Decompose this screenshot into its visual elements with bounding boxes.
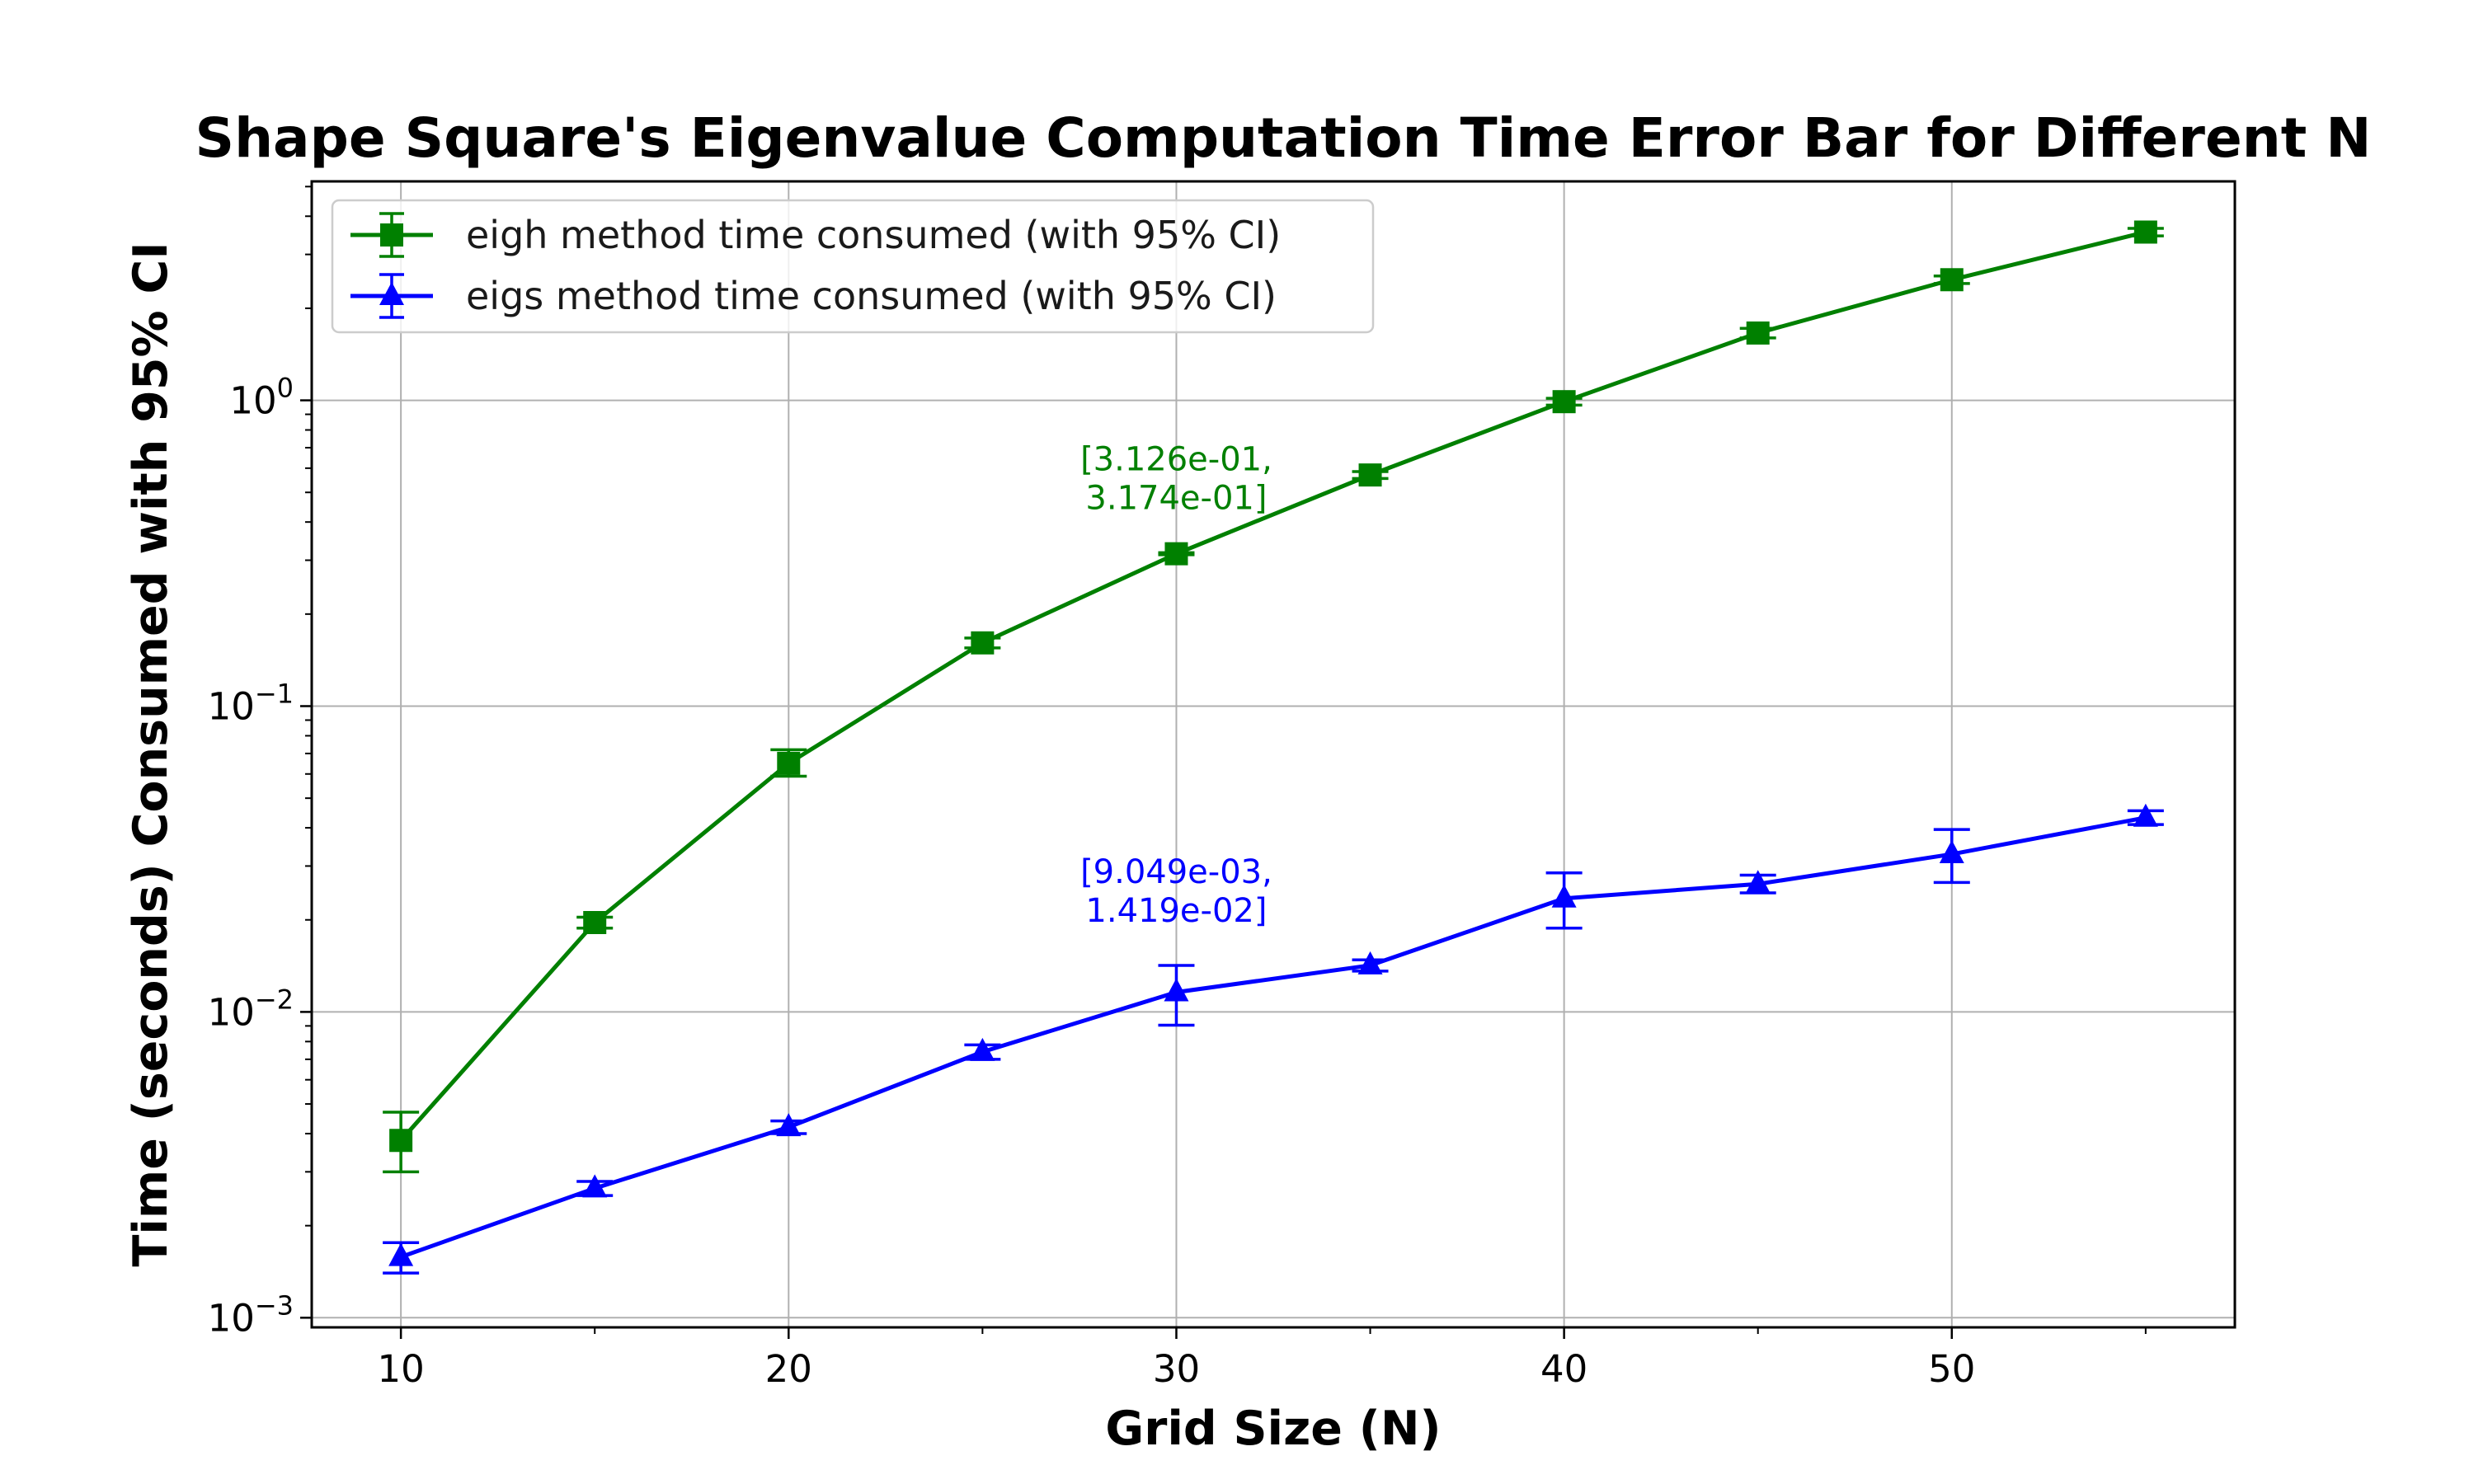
legend-box <box>331 199 1375 334</box>
data-point <box>777 751 801 775</box>
data-point <box>1357 951 1383 974</box>
data-point <box>1552 390 1576 414</box>
x-tick-label: 50 <box>1928 1347 1975 1391</box>
plot-frame <box>310 180 2236 1329</box>
data-point <box>1746 321 1770 345</box>
tick-layer: 10 20 30 40 50 10−3 10−2 10−1 100 <box>208 186 2147 1391</box>
data-point <box>1358 463 1382 487</box>
y-axis-label: Time (seconds) Consumed with 95% CI <box>124 242 178 1266</box>
data-point <box>1551 884 1577 908</box>
annotation-layer: [3.126e-01, 3.174e-01] [9.049e-03, 1.419e-0… <box>1080 440 1272 930</box>
data-point <box>971 631 995 655</box>
chart-title: Shape Square's Eigenvalue Computation Ti… <box>195 106 2372 170</box>
ci-annotation: [3.126e-01, 3.174e-01] <box>1080 440 1272 517</box>
data-point <box>583 910 607 934</box>
data-point <box>1940 268 1964 292</box>
legend-entries: eigh method time consumed (with 95% CI) e… <box>350 212 1281 319</box>
series-layer <box>383 220 2164 1275</box>
data-point <box>776 1113 802 1137</box>
y-tick-label: 10−1 <box>208 678 294 728</box>
y-tick-label: 10−2 <box>208 984 294 1034</box>
data-point <box>1745 870 1771 894</box>
data-point <box>1939 840 1964 864</box>
legend-marker <box>380 223 403 247</box>
data-point <box>1164 978 1189 1002</box>
legend-marker <box>379 282 404 305</box>
x-axis-label: Grid Size (N) <box>1105 1402 1441 1456</box>
series-1 <box>383 220 2164 1174</box>
legend-label: eigh method time consumed (with 95% CI) <box>466 213 1281 257</box>
legend-label: eigs method time consumed (with 95% CI) <box>466 274 1277 318</box>
data-point <box>582 1174 608 1198</box>
data-point <box>2133 803 2158 827</box>
series-line <box>400 815 2147 1259</box>
series-2 <box>383 803 2164 1275</box>
legend-entry-1: eigh method time consumed (with 95% CI) <box>350 212 1281 258</box>
data-point <box>2133 220 2157 244</box>
x-tick-label: 20 <box>765 1347 812 1391</box>
data-point <box>388 1242 414 1266</box>
data-point <box>970 1037 995 1061</box>
legend: eigh method time consumed (with 95% CI) e… <box>331 199 1375 334</box>
series-line <box>399 230 2147 1142</box>
y-tick-label: 10−3 <box>208 1289 294 1340</box>
legend-entry-2: eigs method time consumed (with 95% CI) <box>350 273 1277 319</box>
y-tick-label: 100 <box>229 373 294 423</box>
x-tick-label: 30 <box>1153 1347 1200 1391</box>
x-tick-label: 10 <box>378 1347 425 1391</box>
ci-annotation: [9.049e-03, 1.419e-02] <box>1080 853 1272 930</box>
data-point <box>1164 542 1188 566</box>
x-tick-label: 40 <box>1540 1347 1587 1391</box>
data-point <box>389 1129 413 1153</box>
